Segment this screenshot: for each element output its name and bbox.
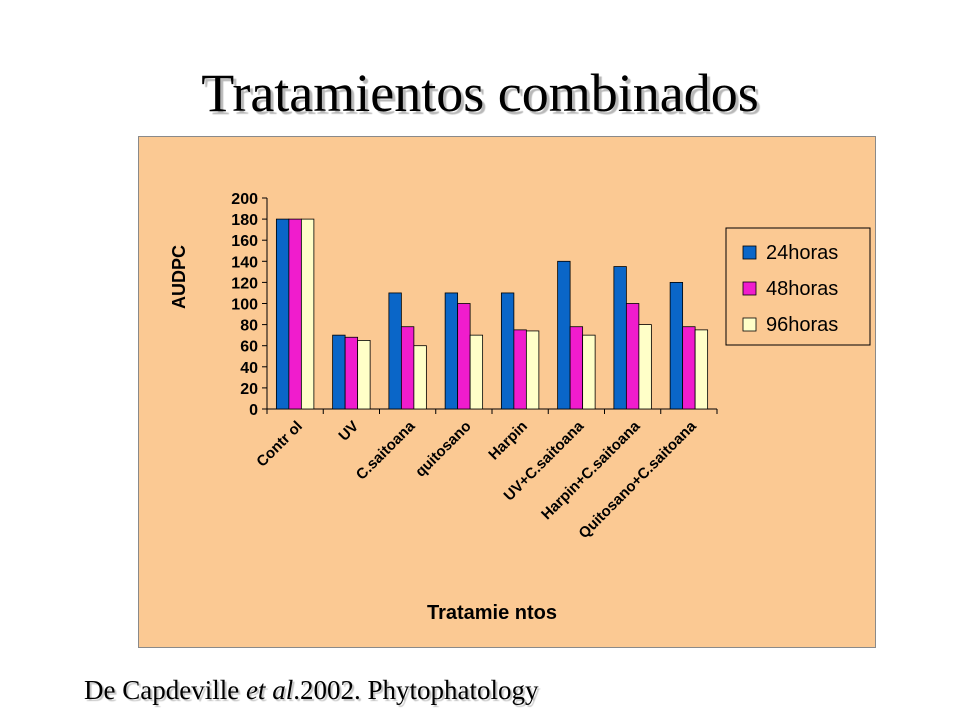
bar-96horas <box>694 329 709 410</box>
y-tick-label: 80 <box>240 318 258 335</box>
y-tick-label: 140 <box>231 254 258 271</box>
bar-96horas <box>469 334 484 410</box>
y-tick-label: 180 <box>231 212 258 229</box>
bar-48horas <box>400 326 415 410</box>
bar-24horas <box>557 260 571 410</box>
x-tick-label: Quitosano+C.saitoana <box>575 417 700 542</box>
citation-rest: .2002. Phytophatology <box>293 675 539 705</box>
chart-area: 0 20 40 60 80 100 120 140 160 180 200 Contr ol UV C.s… <box>138 136 876 648</box>
bar-24horas <box>388 292 402 410</box>
citation-author: De Capdeville <box>84 675 246 705</box>
y-axis-title: AUDPC <box>169 245 189 309</box>
bar-chart: 0 20 40 60 80 100 120 140 160 180 200 Contr ol UVC.s… <box>169 191 871 624</box>
citation-etal: et al <box>245 675 294 705</box>
slide-title: Tratamientos combinados <box>201 63 759 123</box>
legend-swatch <box>742 317 757 332</box>
x-tick-label: Harpin <box>485 418 531 464</box>
legend-swatch <box>742 245 757 260</box>
bar-48horas <box>682 326 696 410</box>
bar-24horas <box>275 218 290 410</box>
bar-96horas <box>300 218 315 410</box>
legend-label: 96horas <box>766 314 838 336</box>
bar-48horas <box>513 329 527 410</box>
bar-48horas <box>344 336 359 410</box>
legend-swatch <box>742 281 757 296</box>
legend-label: 24horas <box>766 242 838 264</box>
y-tick-label: 40 <box>240 360 258 377</box>
bar-96horas <box>413 345 427 410</box>
x-tick-label: Contr ol <box>253 418 306 471</box>
bar-96horas <box>638 324 652 410</box>
x-tick-label: C.saitoana <box>353 417 419 483</box>
bar-24horas <box>500 292 515 410</box>
bar-48horas <box>457 303 471 410</box>
bar-48horas <box>288 218 302 410</box>
bar-96horas <box>582 334 596 410</box>
y-tick-label: 120 <box>231 275 258 292</box>
y-tick-label: 100 <box>231 297 258 314</box>
y-tick-label: 200 <box>231 191 258 208</box>
y-tick-label: 60 <box>240 339 258 356</box>
bar-48horas <box>625 303 640 410</box>
citation: De Capdeville et al.2002. Phytophatology <box>84 672 538 708</box>
x-axis-title: Tratamie ntos <box>427 602 557 624</box>
x-tick-label: UV <box>335 418 362 445</box>
bar-48horas <box>569 326 584 410</box>
y-tick-label: 20 <box>240 381 258 398</box>
bar-96horas <box>357 340 371 410</box>
bar-24horas <box>332 334 346 410</box>
bar-24horas <box>669 281 684 410</box>
bar-96horas <box>525 330 540 410</box>
x-tick-label: Harpin+C.saitoana <box>538 417 644 523</box>
y-tick-label: 160 <box>231 233 258 250</box>
y-tick-label: 0 <box>249 402 258 419</box>
bar-24horas <box>444 292 459 410</box>
bar-24horas <box>613 266 627 410</box>
x-tick-label: quitosano <box>412 418 475 481</box>
legend-label: 48horas <box>766 278 838 300</box>
